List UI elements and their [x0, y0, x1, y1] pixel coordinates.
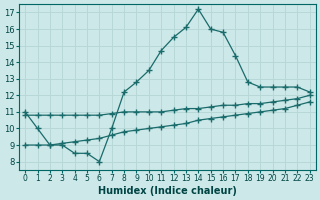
X-axis label: Humidex (Indice chaleur): Humidex (Indice chaleur) — [98, 186, 237, 196]
